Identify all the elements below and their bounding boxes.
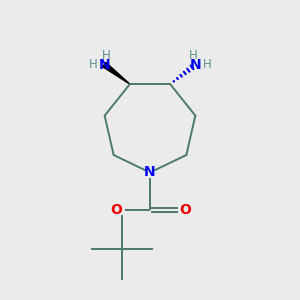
Polygon shape xyxy=(103,62,130,84)
Text: N: N xyxy=(98,58,110,72)
Text: H: H xyxy=(203,58,212,71)
Text: H: H xyxy=(189,49,198,62)
Text: N: N xyxy=(144,166,156,179)
Text: H: H xyxy=(102,49,111,62)
Text: O: O xyxy=(179,203,191,217)
Text: O: O xyxy=(110,203,122,217)
Text: H: H xyxy=(88,58,97,71)
Text: N: N xyxy=(190,58,202,72)
